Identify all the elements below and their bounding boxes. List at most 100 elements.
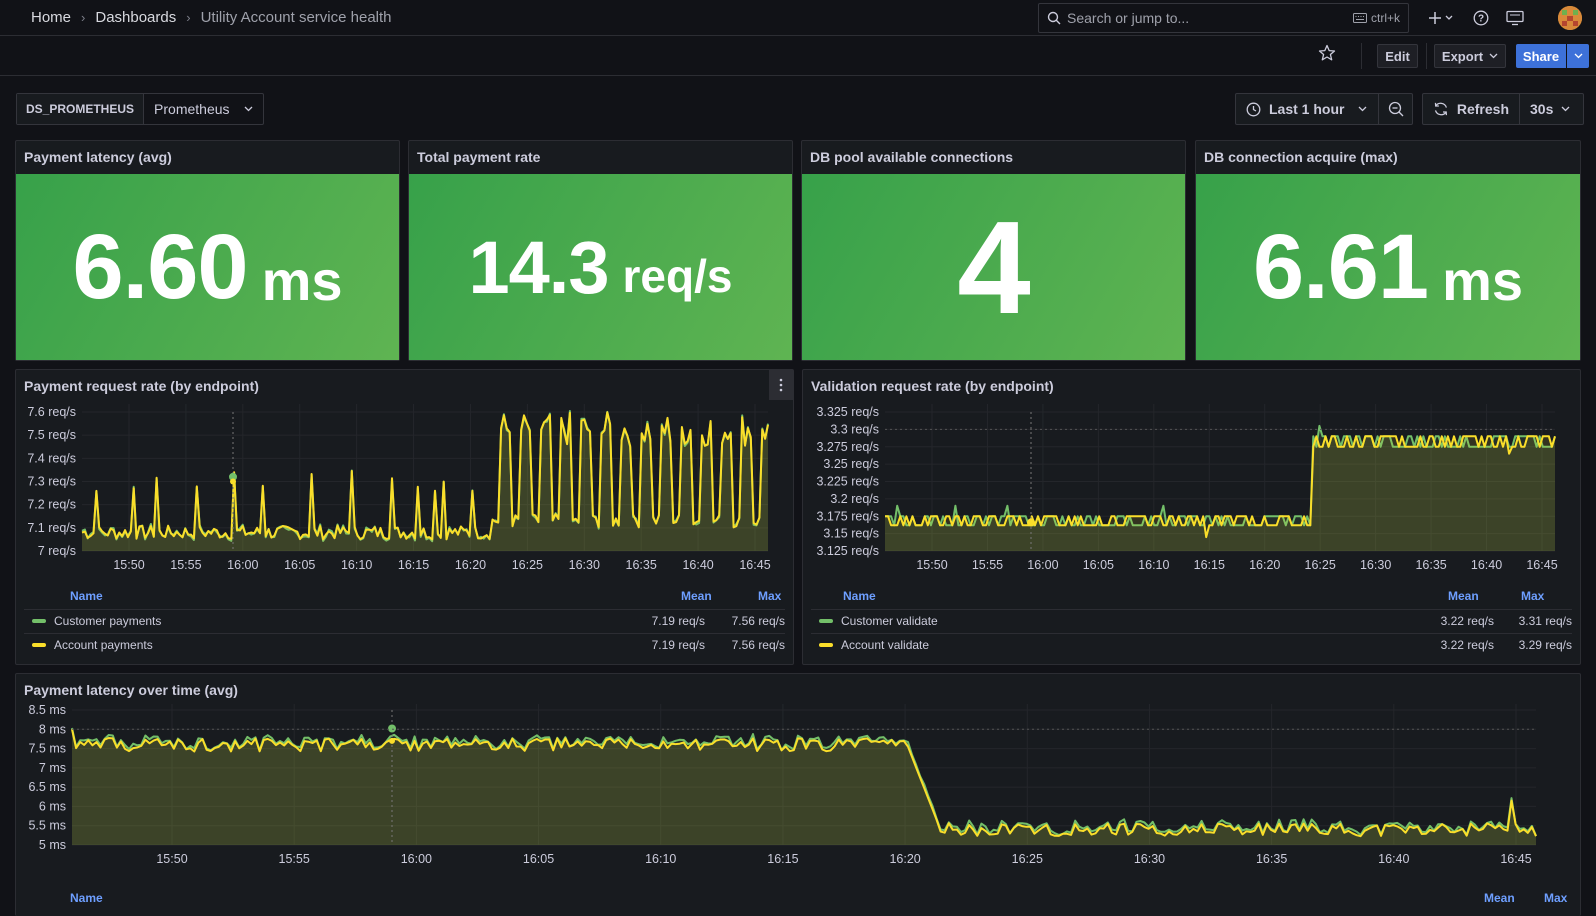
legend-mean-value: 7.19 req/s	[651, 613, 705, 628]
latency-series-b-line	[71, 729, 1537, 838]
hover-point	[388, 724, 396, 733]
top-actions: ?	[1420, 0, 1530, 36]
chevron-down-icon	[1574, 53, 1582, 59]
user-avatar-icon	[1558, 6, 1582, 30]
x-tick-label: 16:00	[227, 558, 258, 572]
y-tick-label: 7.6 req/s	[27, 405, 76, 419]
legend-mean-header[interactable]: Mean	[681, 589, 712, 603]
legend-row[interactable]: Account validate 3.22 req/s 3.29 req/s	[811, 633, 1572, 655]
x-tick-label: 16:15	[398, 558, 429, 572]
x-tick-label: 16:25	[1012, 852, 1043, 866]
help-button[interactable]: ?	[1466, 3, 1496, 33]
keyboard-icon	[1352, 13, 1367, 23]
legend-mean-header[interactable]: Mean	[1448, 589, 1479, 603]
x-tick-label: 16:40	[1471, 558, 1502, 572]
y-tick-label: 3.25 req/s	[823, 457, 879, 471]
legend-swatch	[32, 618, 46, 623]
legend-row[interactable]: Account payments 7.19 req/s 7.56 req/s	[24, 633, 785, 655]
legend-swatch	[819, 618, 833, 623]
payment-rate-chart[interactable]: 7 req/s 7.1 req/s 7.2 req/s 7.3 req/s 7.4 re…	[16, 400, 795, 620]
new-menu-button[interactable]	[1420, 3, 1462, 33]
breadcrumb-current: Utility Account service health	[200, 9, 392, 26]
hover-point	[1027, 518, 1035, 527]
legend-swatch	[819, 642, 833, 647]
panel-menu-button[interactable]	[769, 370, 793, 400]
x-tick-label: 16:10	[1138, 558, 1169, 572]
toolbar-divider	[1361, 43, 1362, 69]
stat-value-box: 14.3 req/s	[409, 174, 792, 360]
search-input[interactable]: Search or jump to... ctrl+k	[1038, 3, 1409, 33]
legend-name-header[interactable]: Name	[70, 891, 103, 905]
edit-button[interactable]: Edit	[1377, 44, 1418, 68]
timeseries-panel-payment-rate[interactable]: Payment request rate (by endpoint) 7 req…	[15, 369, 794, 665]
y-tick-label: 6 ms	[39, 799, 66, 813]
panel-title: Total payment rate	[417, 149, 541, 165]
export-button[interactable]: Export	[1434, 44, 1506, 68]
share-button[interactable]: Share	[1516, 44, 1566, 68]
breadcrumb-dashboards[interactable]: Dashboards	[95, 9, 177, 26]
x-tick-label: 16:45	[739, 558, 770, 572]
breadcrumb-separator-icon: ›	[81, 10, 86, 25]
hover-point	[230, 478, 236, 485]
avatar[interactable]	[1558, 6, 1582, 30]
star-button[interactable]	[1318, 44, 1336, 65]
refresh-button[interactable]: Refresh	[1423, 94, 1519, 124]
datasource-variable: DS_PROMETHEUS Prometheus	[16, 93, 264, 125]
legend-mean-header[interactable]: Mean	[1484, 891, 1515, 905]
x-tick-label: 15:50	[156, 852, 187, 866]
y-tick-label: 7.5 ms	[28, 742, 66, 756]
x-tick-label: 15:50	[916, 558, 947, 572]
x-tick-label: 16:30	[1134, 852, 1165, 866]
legend-row[interactable]: Customer payments 7.19 req/s 7.56 req/s	[24, 609, 785, 631]
star-icon	[1318, 44, 1336, 61]
x-tick-label: 16:25	[1305, 558, 1336, 572]
panel-title: Payment request rate (by endpoint)	[24, 378, 259, 394]
time-range-button[interactable]: Last 1 hour	[1236, 94, 1378, 124]
x-tick-label: 15:55	[972, 558, 1003, 572]
stat-value: 14.3	[468, 225, 610, 309]
refresh-picker: Refresh 30s	[1422, 93, 1584, 125]
x-tick-label: 16:20	[889, 852, 920, 866]
validation-rate-chart[interactable]: 3.125 req/s 3.15 req/s 3.175 req/s 3.2 req/…	[803, 400, 1582, 620]
x-tick-label: 16:45	[1526, 558, 1557, 572]
y-tick-label: 3.225 req/s	[816, 475, 879, 489]
share-dropdown-button[interactable]	[1567, 44, 1589, 68]
customer-validate-area	[885, 425, 1555, 551]
y-tick-label: 3.125 req/s	[816, 544, 879, 558]
legend-name-header[interactable]: Name	[843, 589, 876, 603]
stat-value: 6.60	[72, 215, 249, 318]
time-range-label: Last 1 hour	[1269, 101, 1345, 117]
help-icon: ?	[1473, 10, 1489, 26]
legend-name-header[interactable]: Name	[70, 589, 103, 603]
panel-title: DB connection acquire (max)	[1204, 149, 1398, 165]
y-tick-label: 8.5 ms	[28, 704, 66, 717]
legend-max-header[interactable]: Max	[1544, 891, 1568, 905]
timeseries-panel-latency[interactable]: Payment latency over time (avg) 5 ms 5.5 …	[15, 673, 1581, 916]
stat-panel-db-connection-acquire[interactable]: DB connection acquire (max) 6.61 ms	[1195, 140, 1581, 361]
stat-panel-payment-latency[interactable]: Payment latency (avg) 6.60 ms	[15, 140, 400, 361]
refresh-interval-select[interactable]: 30s	[1519, 94, 1583, 124]
x-tick-label: 16:00	[1027, 558, 1058, 572]
stat-value: 4	[957, 193, 1030, 341]
x-tick-label: 16:30	[569, 558, 600, 572]
breadcrumb-home[interactable]: Home	[31, 9, 72, 26]
legend-max-value: 3.31 req/s	[1518, 613, 1572, 628]
legend-max-header[interactable]: Max	[758, 589, 782, 603]
legend-row[interactable]: Customer validate 3.22 req/s 3.31 req/s	[811, 609, 1572, 631]
legend-header: Name Mean Max	[24, 589, 785, 607]
legend-swatch	[32, 642, 46, 647]
zoom-out-button[interactable]	[1378, 94, 1412, 124]
stat-panel-total-payment-rate[interactable]: Total payment rate 14.3 req/s	[408, 140, 793, 361]
y-tick-label: 3.2 req/s	[830, 492, 879, 506]
x-tick-label: 16:35	[1256, 852, 1287, 866]
news-button[interactable]	[1500, 3, 1530, 33]
refresh-icon	[1434, 102, 1448, 116]
datasource-select[interactable]: Prometheus	[144, 94, 262, 124]
stat-unit: ms	[1442, 248, 1523, 312]
latency-chart[interactable]: 5 ms 5.5 ms 6 ms 6.5 ms 7 ms 7.5 ms 8 ms 8.5 ms…	[16, 704, 1582, 899]
stat-panel-db-pool-connections[interactable]: DB pool available connections 4	[801, 140, 1186, 361]
y-tick-label: 8 ms	[39, 722, 66, 736]
legend-header: Name Mean Max	[811, 589, 1572, 607]
legend-max-header[interactable]: Max	[1521, 589, 1545, 603]
timeseries-panel-validation-rate[interactable]: Validation request rate (by endpoint) 3.…	[802, 369, 1581, 665]
